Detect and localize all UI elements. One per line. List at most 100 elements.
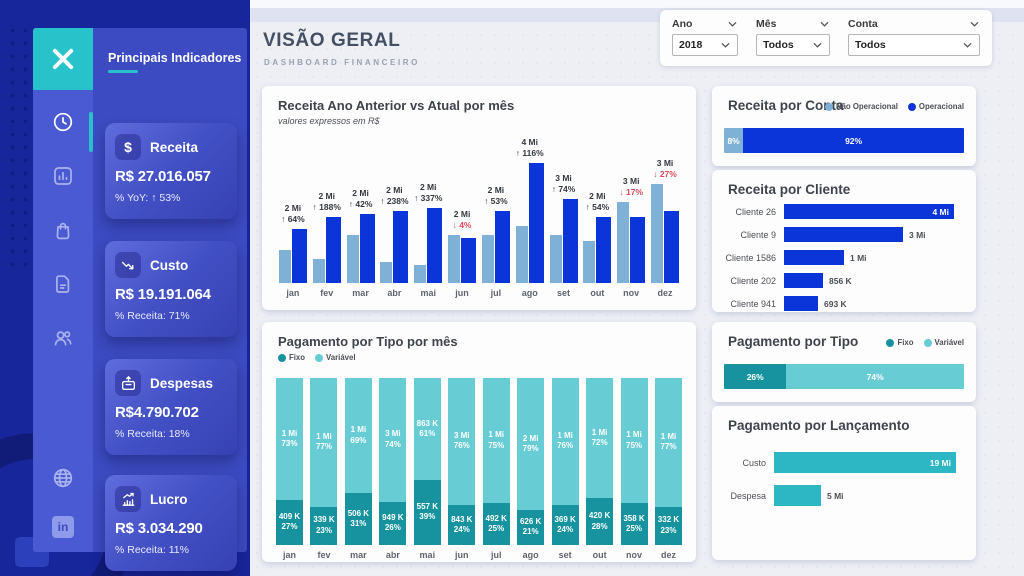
column-dez[interactable]: 1 Mi 77% 332 K 23% dez <box>654 378 682 560</box>
nav-globe-icon[interactable] <box>51 466 75 490</box>
nav-users-icon[interactable] <box>51 326 75 350</box>
kpi-card-receita: $ Receita R$ 27.016.057 % YoY: ↑ 53% <box>105 123 237 219</box>
segment-variavel-ago[interactable]: 2 Mi 79% <box>517 378 545 510</box>
column-nov[interactable]: 1 Mi 75% 358 K 25% nov <box>620 378 648 560</box>
bar-ano-anterior-mai[interactable] <box>414 265 427 283</box>
slicer-year-dropdown[interactable]: 2018 <box>672 34 738 56</box>
segment-variavel-dez[interactable]: 1 Mi 77% <box>654 378 682 507</box>
column-mai[interactable]: 863 K 61% 557 K 39% mai <box>413 378 441 560</box>
axis-label-dez: dez <box>660 550 676 560</box>
segment-fixo-dez[interactable]: 332 K 23% <box>654 506 682 545</box>
bar-ano-anterior-set[interactable] <box>549 235 562 283</box>
segment-fixo-jun[interactable]: 843 K 24% <box>448 504 476 545</box>
segment-fixo-abr[interactable]: 949 K 26% <box>379 501 407 545</box>
column-abr[interactable]: 3 Mi 74% 949 K 26% abr <box>379 378 407 560</box>
segment-fixo-out[interactable]: 420 K 28% <box>586 498 614 545</box>
data-label: 2 Mi ↑ 238% <box>380 184 409 206</box>
bar-row-cliente-202: Cliente 202 856 K <box>720 273 966 288</box>
bar-ano-anterior-mar[interactable] <box>346 235 359 283</box>
nav-document-icon[interactable] <box>51 272 75 296</box>
column-set[interactable]: 1 Mi 76% 369 K 24% set <box>551 378 579 560</box>
legend-label: Não Operacional <box>835 102 898 111</box>
segment-variavel-set[interactable]: 1 Mi 76% <box>551 378 579 505</box>
segment-variavel-jul[interactable]: 1 Mi 75% <box>482 378 510 504</box>
kpi-note: % YoY: ↑ 53% <box>115 192 181 204</box>
bar-ano-anterior-fev[interactable] <box>312 259 325 283</box>
segment-operacional[interactable]: 92% <box>743 128 964 153</box>
slicer-month-dropdown[interactable]: Todos <box>756 34 830 56</box>
bar-ano-anterior-nov[interactable] <box>617 202 630 283</box>
column-out[interactable]: 1 Mi 72% 420 K 28% out <box>586 378 614 560</box>
segment-variavel-abr[interactable]: 3 Mi 74% <box>379 378 407 502</box>
nav-shopping-bag-icon[interactable] <box>51 218 75 242</box>
segment-variavel-jun[interactable]: 3 Mi 76% <box>448 378 476 505</box>
value-label: 5 Mi <box>827 490 844 501</box>
bar-atual-nov[interactable] <box>630 217 646 283</box>
segment-não-operacional[interactable]: 8% <box>724 128 744 153</box>
bar-ano-anterior-dez[interactable] <box>651 184 664 283</box>
bar-atual-mar[interactable] <box>359 214 375 283</box>
column-jul[interactable]: 1 Mi 75% 492 K 25% jul <box>482 378 510 560</box>
row-label: Custo <box>742 457 766 468</box>
segment-fixo-nov[interactable]: 358 K 25% <box>620 503 648 545</box>
bar-custo[interactable]: 19 Mi <box>774 452 956 473</box>
bar-cliente-1586[interactable] <box>784 250 844 265</box>
segment-fixo[interactable]: 26% <box>724 364 787 389</box>
legend-dot-icon <box>886 338 895 347</box>
nav-bar-chart-icon[interactable] <box>51 164 75 188</box>
segment-fixo-fev[interactable]: 339 K 23% <box>310 506 338 545</box>
bar-atual-mai[interactable] <box>427 208 443 283</box>
bar-atual-ago[interactable] <box>528 163 544 283</box>
segment-fixo-ago[interactable]: 626 K 21% <box>517 509 545 545</box>
bar-ano-anterior-jan[interactable] <box>278 250 291 283</box>
bar-ano-anterior-jun[interactable] <box>448 235 461 283</box>
data-label: 2 Mi ↑ 54% <box>585 190 610 212</box>
segment-variavel-fev[interactable]: 1 Mi 77% <box>310 378 338 507</box>
row-label: Cliente 26 <box>735 206 776 217</box>
segment-variável[interactable]: 74% <box>786 364 964 389</box>
bar-atual-jun[interactable] <box>461 238 477 283</box>
column-jan[interactable]: 1 Mi 73% 409 K 27% jan <box>276 378 303 560</box>
bar-cliente-941[interactable] <box>784 296 818 311</box>
bar-ano-anterior-ago[interactable] <box>515 226 528 283</box>
bar-atual-dez[interactable] <box>664 211 680 283</box>
segment-variavel-mar[interactable]: 1 Mi 69% <box>344 378 372 494</box>
bar-atual-jan[interactable] <box>291 229 307 283</box>
column-fev[interactable]: 1 Mi 77% 339 K 23% fev <box>310 378 338 560</box>
chevron-down-icon[interactable] <box>969 19 980 30</box>
chart-title: Receita por Conta <box>728 98 844 113</box>
axis-label-mai: mai <box>419 550 436 560</box>
chevron-down-icon[interactable] <box>727 19 738 30</box>
segment-fixo-set[interactable]: 369 K 24% <box>551 504 579 545</box>
nav-clock-icon[interactable] <box>51 110 75 134</box>
chevron-down-icon[interactable] <box>819 19 830 30</box>
bar-atual-fev[interactable] <box>325 217 341 283</box>
slicer-account-dropdown[interactable]: Todos <box>848 34 980 56</box>
column-mar[interactable]: 1 Mi 69% 506 K 31% mar <box>344 378 372 560</box>
segment-label: 1 Mi 72% <box>591 427 608 448</box>
column-jun[interactable]: 3 Mi 76% 843 K 24% jun <box>448 378 476 560</box>
segment-variavel-mai[interactable]: 863 K 61% <box>413 378 441 480</box>
segment-fixo-mai[interactable]: 557 K 39% <box>413 479 441 545</box>
segment-fixo-jan[interactable]: 409 K 27% <box>276 499 303 545</box>
bar-atual-jul[interactable] <box>494 211 510 283</box>
bar-ano-anterior-jul[interactable] <box>481 235 494 283</box>
segment-fixo-jul[interactable]: 492 K 25% <box>482 503 510 545</box>
bar-atual-set[interactable] <box>562 199 578 283</box>
bar-atual-out[interactable] <box>596 217 612 283</box>
segment-variavel-nov[interactable]: 1 Mi 75% <box>620 378 648 504</box>
bar-cliente-9[interactable] <box>784 227 903 242</box>
segment-variavel-out[interactable]: 1 Mi 72% <box>586 378 614 499</box>
column-ago[interactable]: 2 Mi 79% 626 K 21% ago <box>517 378 545 560</box>
bar-cliente-202[interactable] <box>784 273 823 288</box>
bar-despesa[interactable] <box>774 485 821 506</box>
bar-ano-anterior-abr[interactable] <box>380 262 393 283</box>
legend-label: Operacional <box>918 102 964 111</box>
bar-cliente-26[interactable]: 4 Mi <box>784 204 954 219</box>
segment-fixo-mar[interactable]: 506 K 31% <box>344 493 372 545</box>
bar-ano-anterior-out[interactable] <box>583 241 596 283</box>
bar-atual-abr[interactable] <box>393 211 409 283</box>
segment-label: 843 K 24% <box>451 514 473 534</box>
nav-linkedin-icon[interactable]: in <box>51 515 75 539</box>
segment-variavel-jan[interactable]: 1 Mi 73% <box>276 378 303 500</box>
